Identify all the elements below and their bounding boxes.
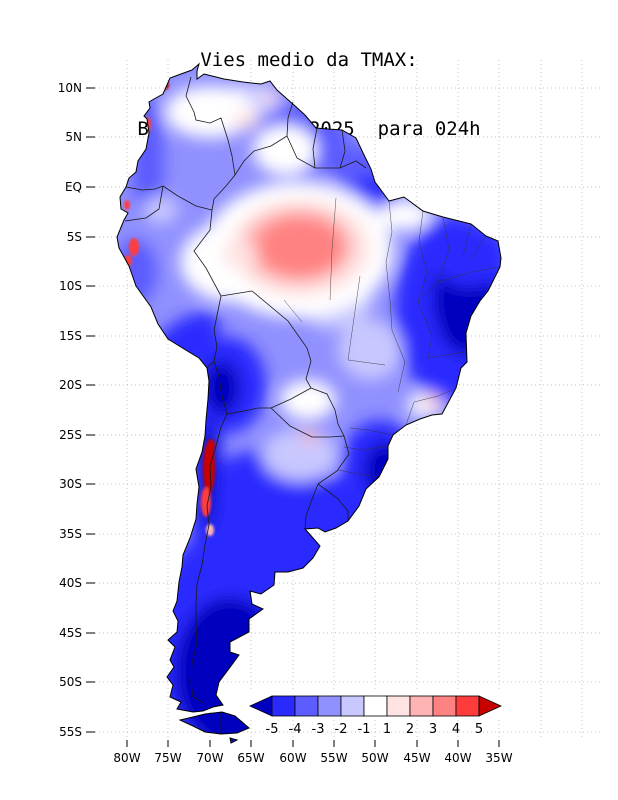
lon-tick-label: 80W	[113, 751, 140, 765]
lon-tick-label: 35W	[485, 751, 512, 765]
legend-swatch	[409, 695, 434, 717]
field-blob	[256, 217, 344, 277]
field-blob	[201, 487, 211, 517]
field-blob	[338, 320, 402, 380]
legend-swatch	[386, 695, 411, 717]
field-blob	[142, 196, 178, 224]
lon-tick-label: 40W	[444, 751, 471, 765]
legend-tick-label: -4	[289, 722, 302, 737]
bias-field	[117, 64, 501, 743]
legend-tick-label: 2	[406, 722, 414, 737]
lat-tick-label: 40S	[59, 576, 82, 590]
legend-tick-label: 4	[452, 722, 460, 737]
lat-tick-label: 20S	[59, 378, 82, 392]
bias-field-sharp	[124, 80, 215, 536]
color-legend: -5 -4 -3 -2 -1 1 2 3 4 5	[244, 690, 508, 737]
field-blob	[424, 396, 440, 408]
field-blob	[280, 380, 336, 420]
lon-tick-label: 60W	[279, 751, 306, 765]
coastline-tierra-del-fuego	[178, 711, 250, 744]
legend-tick-label: -3	[312, 722, 325, 737]
lon-tick-label: 75W	[154, 751, 181, 765]
legend-swatch	[294, 695, 319, 717]
legend-tick-label: 5	[475, 722, 483, 737]
legend-tick-label: -2	[335, 722, 348, 737]
legend-swatch	[271, 695, 296, 717]
field-blob	[285, 477, 375, 553]
coastline-mainland	[116, 62, 502, 713]
legend-tick-label: -5	[266, 722, 279, 737]
field-blob	[124, 200, 130, 210]
lat-tick-label: 5S	[67, 230, 82, 244]
chart-title-line1: Vies medio da TMAX:	[200, 49, 418, 71]
lon-tick-label: 55W	[320, 751, 347, 765]
field-blob	[253, 125, 317, 175]
field-blob	[261, 91, 279, 103]
lon-tick-label: 50W	[361, 751, 388, 765]
field-blob	[364, 442, 404, 498]
legend-tick-label: 3	[429, 722, 437, 737]
lat-tick-label: 5N	[65, 130, 82, 144]
lat-tick-label: EQ	[65, 180, 82, 194]
lat-tick-label: 10S	[59, 279, 82, 293]
field-blob	[129, 238, 139, 256]
field-blob	[262, 429, 338, 481]
legend-swatch	[432, 695, 457, 717]
legend-arrow-right	[478, 695, 502, 717]
legend-swatch	[363, 695, 388, 717]
field-blob	[233, 111, 259, 129]
lon-tick-label: 70W	[196, 751, 223, 765]
lon-tick-label: 65W	[237, 751, 264, 765]
field-blob	[203, 442, 215, 494]
legend-swatch	[455, 695, 480, 717]
lon-tick-label: 45W	[403, 751, 430, 765]
legend-tick-label: 1	[383, 722, 391, 737]
latitude-ticks	[86, 87, 95, 733]
country-borders	[124, 76, 367, 734]
field-blob	[222, 243, 258, 267]
lat-tick-label: 15S	[59, 329, 82, 343]
field-blob	[207, 439, 215, 453]
lat-tick-label: 55S	[59, 725, 82, 739]
legend-swatch	[317, 695, 342, 717]
legend-swatch	[340, 695, 365, 717]
legend-tick-label: -1	[358, 722, 371, 737]
longitude-ticks	[126, 740, 500, 747]
state-borders	[283, 197, 501, 478]
field-blob	[430, 223, 501, 287]
lat-tick-label: 10N	[58, 81, 82, 95]
field-blob	[379, 200, 431, 230]
lat-tick-label: 45S	[59, 626, 82, 640]
lat-tick-label: 50S	[59, 675, 82, 689]
field-blob	[206, 524, 214, 536]
lat-tick-label: 30S	[59, 477, 82, 491]
lat-tick-label: 25S	[59, 428, 82, 442]
lat-tick-label: 35S	[59, 527, 82, 541]
field-blob	[204, 360, 240, 416]
